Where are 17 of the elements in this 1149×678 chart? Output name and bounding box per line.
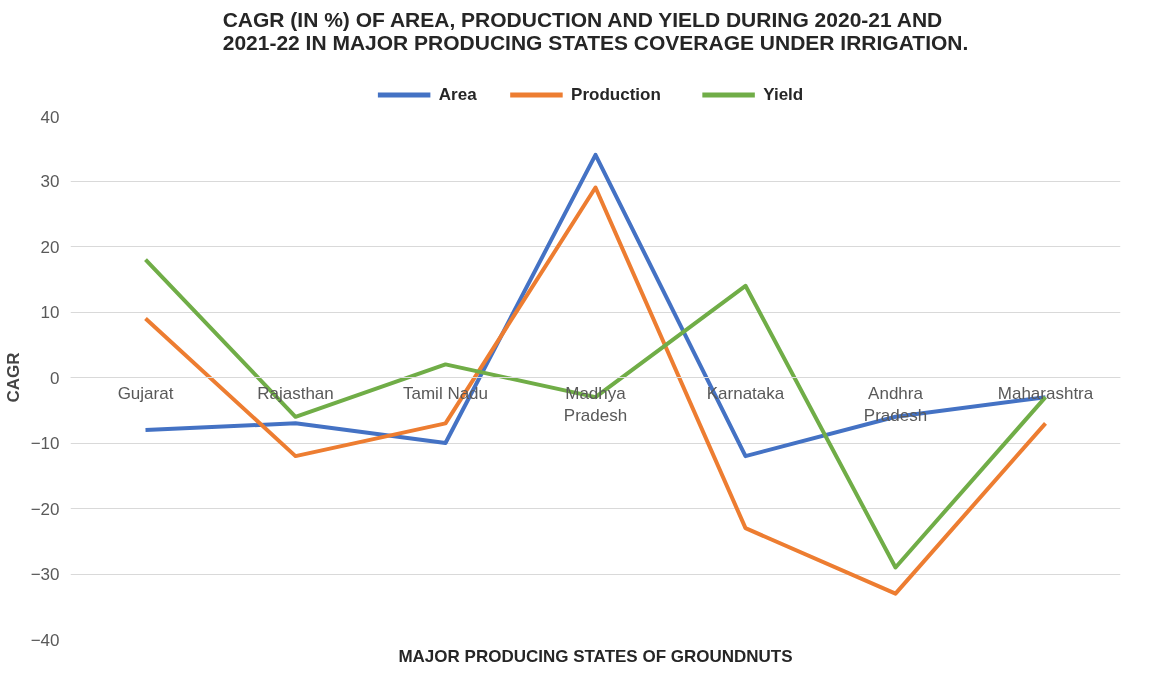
legend-label: Area bbox=[438, 85, 478, 105]
y-tick-label: 30 bbox=[40, 172, 60, 191]
y-tick-label: −10 bbox=[30, 434, 60, 453]
x-tick-label: Maharashtra bbox=[997, 383, 1094, 403]
legend-label: Production bbox=[571, 85, 661, 105]
y-tick-label: −20 bbox=[30, 499, 60, 519]
y-axis-title: CAGR bbox=[3, 352, 23, 403]
y-tick-label: 40 bbox=[40, 107, 60, 127]
x-tick-label: Gujarat bbox=[117, 383, 174, 403]
y-tick-label: 0 bbox=[50, 368, 60, 388]
chart-title: CAGR (IN %) OF AREA, PRODUCTION AND YIELD DURING 2020-21 AND 2021-22 IN MAJOR PRODUCING STATES COVERAGE UNDER IRRIGATION. bbox=[222, 7, 969, 54]
y-tick-label: 10 bbox=[40, 303, 60, 322]
y-tick-label: −40 bbox=[30, 630, 60, 650]
y-tick-label: 20 bbox=[40, 237, 60, 257]
y-tick-label: −30 bbox=[30, 565, 60, 584]
legend-label: Yield bbox=[763, 85, 804, 105]
x-axis-title: MAJOR PRODUCING STATES OF GROUNDNUTS bbox=[398, 646, 793, 666]
